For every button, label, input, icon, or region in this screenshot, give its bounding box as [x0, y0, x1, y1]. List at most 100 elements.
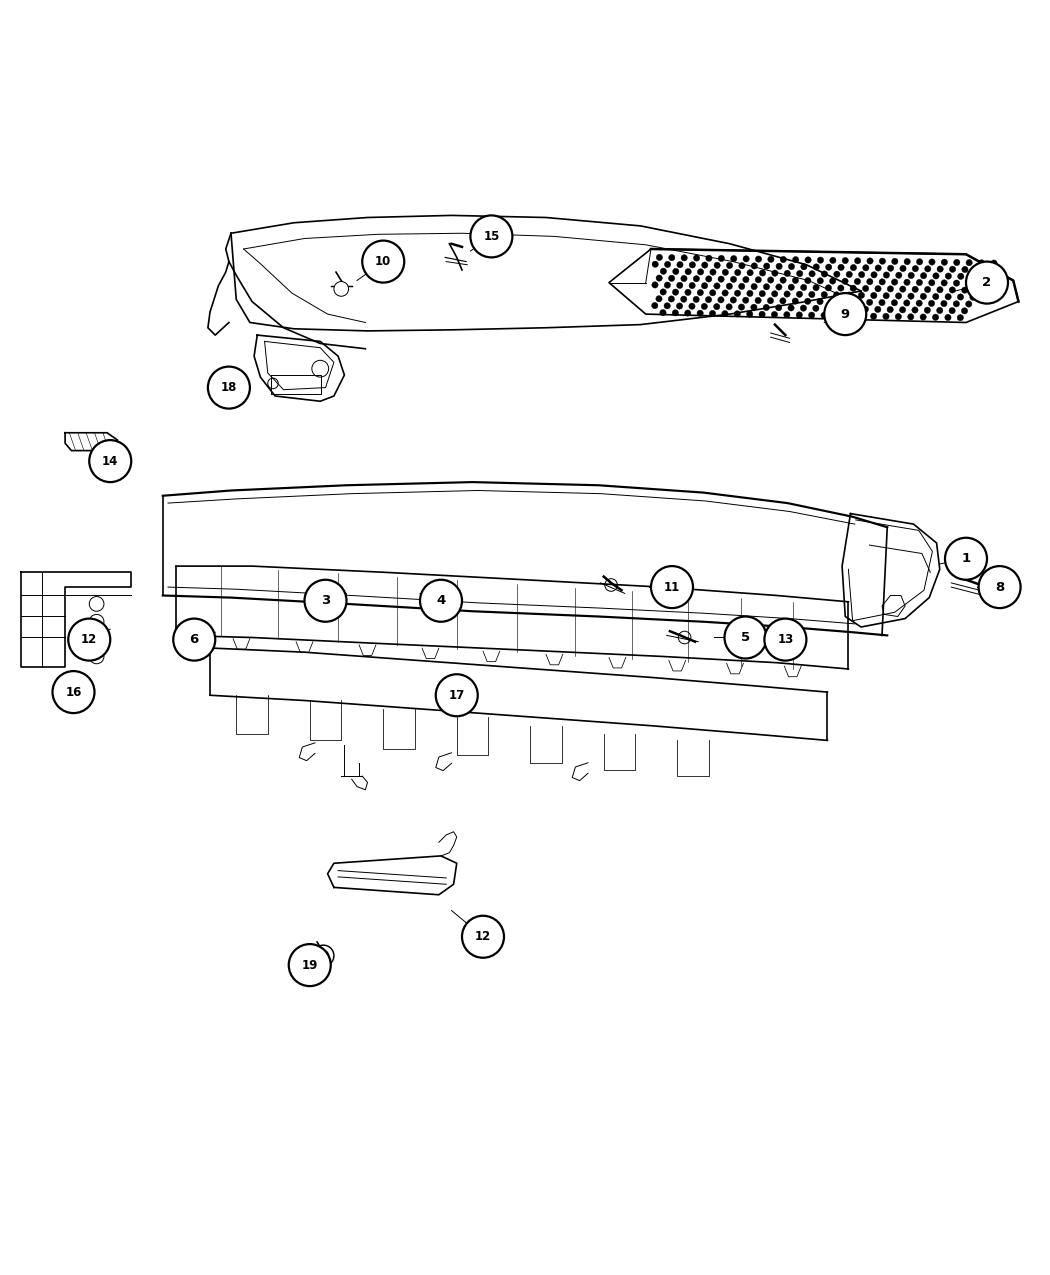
Circle shape	[842, 258, 848, 264]
Circle shape	[793, 277, 799, 283]
Circle shape	[824, 293, 866, 335]
Circle shape	[916, 300, 922, 306]
Circle shape	[739, 263, 745, 269]
Circle shape	[891, 279, 898, 286]
Circle shape	[854, 298, 860, 305]
Circle shape	[689, 282, 695, 288]
Circle shape	[697, 310, 704, 316]
Circle shape	[768, 256, 774, 263]
Circle shape	[685, 289, 691, 296]
Circle shape	[685, 310, 691, 316]
Circle shape	[974, 266, 981, 273]
Circle shape	[958, 293, 964, 300]
Circle shape	[875, 265, 881, 272]
Circle shape	[966, 301, 972, 307]
Circle shape	[813, 284, 819, 291]
Circle shape	[672, 289, 678, 296]
Circle shape	[693, 255, 699, 261]
Circle shape	[949, 287, 956, 293]
Circle shape	[656, 275, 663, 282]
Circle shape	[987, 266, 993, 273]
Circle shape	[656, 254, 663, 260]
Circle shape	[697, 269, 704, 275]
Circle shape	[730, 297, 736, 303]
Circle shape	[763, 283, 770, 289]
Circle shape	[920, 293, 926, 300]
Circle shape	[932, 314, 939, 320]
Circle shape	[845, 312, 852, 319]
Circle shape	[669, 275, 675, 282]
Circle shape	[681, 255, 688, 261]
Circle shape	[788, 305, 794, 311]
Text: 6: 6	[190, 634, 198, 646]
Circle shape	[920, 314, 926, 320]
Text: 14: 14	[102, 455, 119, 468]
Circle shape	[979, 260, 985, 266]
Circle shape	[701, 303, 708, 310]
Circle shape	[991, 260, 997, 266]
Circle shape	[734, 311, 740, 317]
Circle shape	[755, 297, 761, 303]
Circle shape	[738, 303, 744, 310]
Circle shape	[763, 263, 770, 269]
Circle shape	[759, 270, 765, 277]
Circle shape	[979, 280, 985, 287]
Circle shape	[747, 269, 753, 275]
Circle shape	[680, 296, 687, 302]
Circle shape	[808, 312, 815, 319]
Circle shape	[665, 261, 671, 268]
Circle shape	[962, 307, 968, 314]
Circle shape	[866, 300, 873, 306]
Circle shape	[945, 273, 951, 279]
Circle shape	[52, 671, 94, 713]
Circle shape	[789, 264, 795, 270]
Circle shape	[904, 279, 910, 286]
Circle shape	[735, 269, 741, 275]
Circle shape	[734, 289, 740, 296]
Circle shape	[962, 266, 968, 273]
Circle shape	[932, 293, 939, 300]
Circle shape	[917, 279, 923, 286]
Circle shape	[780, 298, 786, 303]
Circle shape	[862, 286, 868, 292]
Circle shape	[710, 289, 716, 296]
Circle shape	[817, 278, 823, 284]
Circle shape	[817, 258, 823, 263]
Text: 16: 16	[65, 686, 82, 699]
Circle shape	[780, 256, 786, 263]
Circle shape	[759, 311, 765, 317]
Circle shape	[755, 256, 761, 263]
Circle shape	[862, 306, 868, 312]
Circle shape	[289, 944, 331, 986]
Circle shape	[866, 278, 873, 284]
Circle shape	[941, 301, 947, 307]
Circle shape	[896, 272, 902, 278]
Circle shape	[693, 296, 699, 302]
Circle shape	[726, 303, 732, 310]
Circle shape	[742, 277, 749, 283]
Circle shape	[974, 287, 981, 293]
Circle shape	[304, 580, 347, 622]
Circle shape	[693, 275, 699, 282]
Circle shape	[804, 278, 811, 284]
Text: 5: 5	[741, 631, 750, 644]
Circle shape	[173, 618, 215, 660]
Circle shape	[680, 275, 687, 282]
Circle shape	[962, 287, 968, 293]
Circle shape	[706, 297, 712, 302]
Circle shape	[731, 255, 737, 261]
Circle shape	[701, 283, 708, 289]
Circle shape	[838, 284, 844, 291]
Circle shape	[776, 305, 782, 311]
Circle shape	[747, 291, 753, 297]
Circle shape	[797, 270, 803, 277]
Text: 10: 10	[375, 255, 392, 268]
Circle shape	[727, 283, 733, 289]
Text: 13: 13	[777, 634, 794, 646]
Circle shape	[924, 287, 930, 293]
Circle shape	[921, 273, 927, 279]
Circle shape	[834, 312, 840, 319]
Circle shape	[665, 282, 671, 288]
Circle shape	[911, 307, 918, 314]
Circle shape	[721, 311, 728, 316]
